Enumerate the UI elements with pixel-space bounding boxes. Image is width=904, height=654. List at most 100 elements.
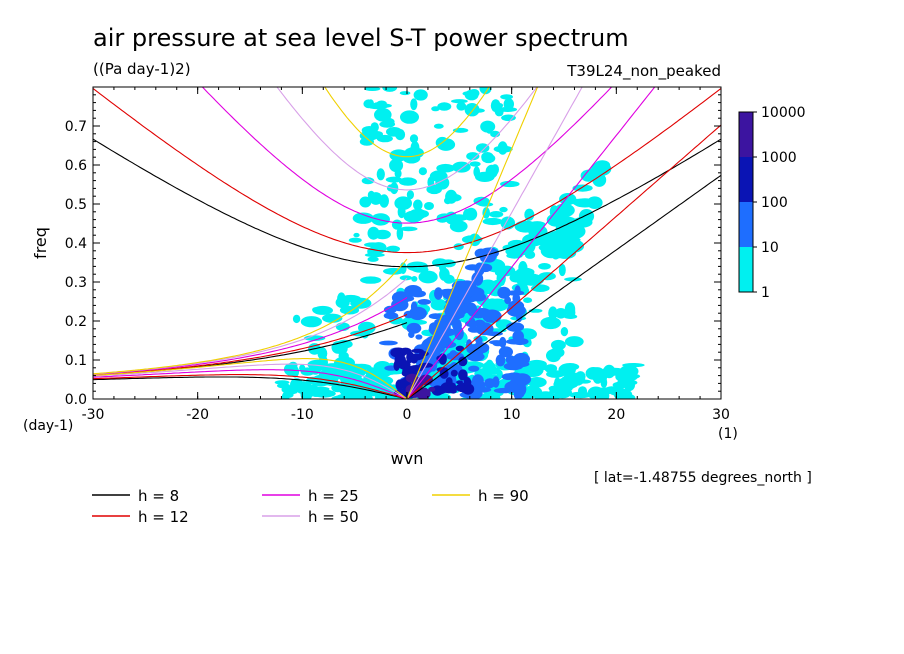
- power-blob: [364, 87, 381, 91]
- power-blob: [482, 309, 502, 323]
- power-blob: [367, 226, 380, 240]
- power-blob: [489, 211, 504, 218]
- kelvin-curve: [406, 87, 583, 399]
- power-blob: [361, 177, 375, 185]
- power-blob: [553, 378, 576, 391]
- y-unit-label: (day-1): [23, 418, 73, 434]
- power-blob: [564, 277, 582, 282]
- power-blob: [471, 271, 484, 286]
- power-blob: [367, 190, 375, 200]
- power-blob: [451, 99, 468, 104]
- power-blob: [455, 364, 462, 373]
- power-blob: [455, 345, 465, 352]
- power-blob: [292, 314, 301, 324]
- power-blob: [482, 217, 503, 226]
- power-blob: [288, 361, 298, 369]
- legend-label: h = 8: [138, 487, 179, 505]
- power-blob: [494, 266, 510, 277]
- power-blob: [341, 387, 362, 399]
- power-blob: [564, 336, 584, 348]
- power-blob: [497, 286, 511, 299]
- power-blob: [623, 372, 638, 382]
- power-blob: [445, 189, 458, 204]
- y-tick-label: 0.1: [65, 353, 87, 369]
- power-blob: [464, 89, 479, 101]
- legend-label: h = 90: [478, 487, 529, 505]
- power-blob: [504, 296, 511, 305]
- power-blob: [277, 383, 290, 389]
- power-blob: [440, 382, 457, 394]
- power-blob: [367, 256, 379, 262]
- power-blob: [398, 177, 417, 186]
- power-blob: [623, 379, 636, 391]
- legend-label: h = 25: [308, 487, 359, 505]
- experiment-label: T39L24_non_peaked: [566, 62, 721, 81]
- power-blob: [437, 102, 452, 111]
- rossby-curve: [93, 363, 408, 399]
- power-blob: [424, 202, 434, 210]
- y-tick-label: 0.2: [65, 314, 87, 330]
- power-blob: [466, 152, 480, 161]
- power-blob: [410, 141, 420, 155]
- colorbar: 1 10 100 1000 10000: [738, 105, 806, 301]
- power-blob: [404, 285, 422, 297]
- power-blob: [486, 298, 509, 312]
- power-blob: [518, 261, 528, 275]
- x-unit-label: (1): [718, 426, 738, 442]
- power-blob: [371, 244, 381, 249]
- power-blob: [525, 238, 536, 253]
- power-blob: [406, 190, 414, 200]
- power-blob: [505, 355, 516, 365]
- power-blob: [399, 275, 413, 281]
- power-blob: [300, 387, 313, 399]
- colorbar-band: [739, 112, 753, 157]
- power-blob: [534, 391, 557, 399]
- power-blob: [458, 356, 468, 367]
- power-blob: [503, 362, 524, 371]
- chart-units: ((Pa day-1)2): [93, 60, 191, 78]
- colorbar-label: 1000: [761, 150, 797, 166]
- power-blob: [290, 365, 300, 378]
- power-blob: [418, 167, 427, 176]
- power-blob: [376, 168, 385, 181]
- power-blob: [464, 264, 481, 271]
- colorbar-label: 1: [761, 285, 770, 301]
- power-blob: [406, 322, 422, 334]
- power-blob: [562, 223, 586, 240]
- colorbar-band: [739, 202, 753, 247]
- power-blob: [379, 120, 396, 128]
- power-blob: [573, 198, 597, 208]
- power-blob: [452, 319, 462, 332]
- power-blob: [428, 386, 436, 392]
- axis-ticks: -30 -20 -10 0 10 20 30 0.0 0.1 0.2 0.3 0.4 0.5 0.6 0.7: [65, 86, 730, 423]
- power-blob: [411, 276, 418, 282]
- power-blob: [299, 364, 306, 372]
- power-blob: [274, 380, 290, 385]
- spectrum-field: [274, 87, 645, 399]
- power-blob: [288, 384, 310, 390]
- y-tick-label: 0.3: [65, 275, 87, 291]
- legend-label: h = 50: [308, 508, 359, 526]
- power-blob: [410, 301, 418, 313]
- power-blob: [554, 390, 571, 399]
- power-blob: [463, 377, 472, 388]
- power-blob: [468, 365, 480, 372]
- power-blob: [475, 386, 492, 393]
- power-blob: [385, 176, 403, 183]
- colorbar-label: 10: [761, 240, 779, 256]
- gravity-curve: [93, 87, 721, 254]
- power-blob: [399, 226, 418, 232]
- colorbar-label: 10000: [761, 105, 806, 121]
- power-blob: [412, 208, 426, 220]
- power-blob: [527, 377, 547, 388]
- power-blob: [400, 110, 419, 124]
- power-blob: [548, 306, 558, 320]
- power-blob: [486, 378, 499, 384]
- power-blob: [339, 372, 362, 379]
- power-blob: [538, 365, 554, 371]
- power-blob: [353, 232, 360, 238]
- colorbar-label: 100: [761, 195, 788, 211]
- power-blob: [443, 302, 457, 317]
- power-blob: [395, 129, 406, 141]
